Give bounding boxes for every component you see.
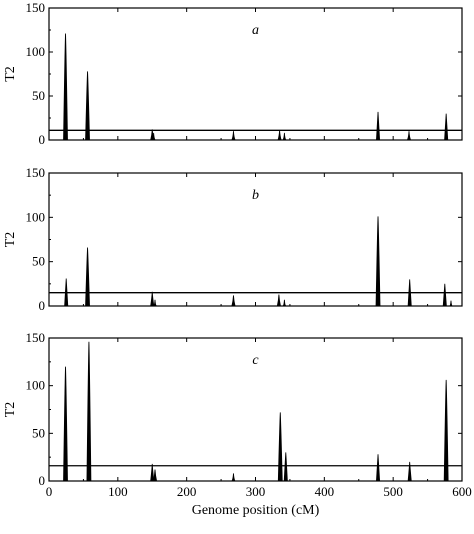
- peak: [406, 131, 412, 141]
- x-tick-label: 300: [246, 484, 266, 499]
- peak: [375, 454, 381, 482]
- y-axis-label: T2: [3, 232, 18, 248]
- y-tick-label: 50: [32, 254, 45, 269]
- peak: [150, 132, 157, 141]
- y-tick-label: 150: [26, 330, 46, 345]
- peak: [277, 412, 283, 482]
- peak: [85, 247, 90, 307]
- panel-label: a: [252, 23, 259, 38]
- peak: [150, 463, 155, 482]
- peak: [63, 366, 68, 482]
- peak: [376, 111, 381, 141]
- peak: [64, 278, 69, 307]
- y-tick-label: 0: [39, 298, 46, 313]
- peak: [281, 132, 288, 141]
- peak: [276, 294, 281, 307]
- y-tick-label: 100: [26, 378, 46, 393]
- x-axis-label: Genome position (cM): [192, 503, 320, 518]
- peak: [283, 452, 288, 482]
- panel-label: b: [252, 188, 259, 203]
- peak: [153, 299, 157, 307]
- y-tick-label: 50: [32, 425, 45, 440]
- peak: [86, 341, 92, 482]
- peak: [231, 131, 236, 141]
- panel-label: c: [252, 353, 259, 368]
- x-tick-label: 100: [108, 484, 128, 499]
- peak: [152, 469, 158, 482]
- peak: [277, 130, 282, 141]
- y-tick-label: 100: [26, 44, 46, 59]
- y-axis-label: T2: [3, 66, 18, 82]
- x-tick-label: 0: [46, 484, 53, 499]
- y-tick-label: 0: [39, 473, 46, 488]
- y-tick-label: 150: [26, 165, 46, 180]
- peak: [444, 113, 449, 141]
- peak: [231, 473, 236, 482]
- peak: [407, 461, 412, 482]
- y-tick-label: 50: [32, 88, 45, 103]
- y-tick-label: 0: [39, 132, 46, 147]
- peak: [282, 299, 287, 307]
- x-tick-label: 600: [452, 484, 472, 499]
- y-tick-label: 150: [26, 0, 46, 15]
- peak: [442, 283, 447, 307]
- peak: [447, 300, 455, 307]
- peak: [443, 379, 449, 482]
- peak: [85, 71, 90, 141]
- peak: [150, 291, 155, 307]
- peak: [231, 295, 236, 307]
- x-tick-label: 200: [177, 484, 197, 499]
- peak: [375, 216, 381, 307]
- peak: [407, 279, 412, 307]
- y-tick-label: 100: [26, 209, 46, 224]
- x-tick-label: 500: [383, 484, 403, 499]
- peak: [63, 33, 68, 141]
- x-tick-label: 400: [315, 484, 335, 499]
- y-axis-label: T2: [3, 402, 18, 418]
